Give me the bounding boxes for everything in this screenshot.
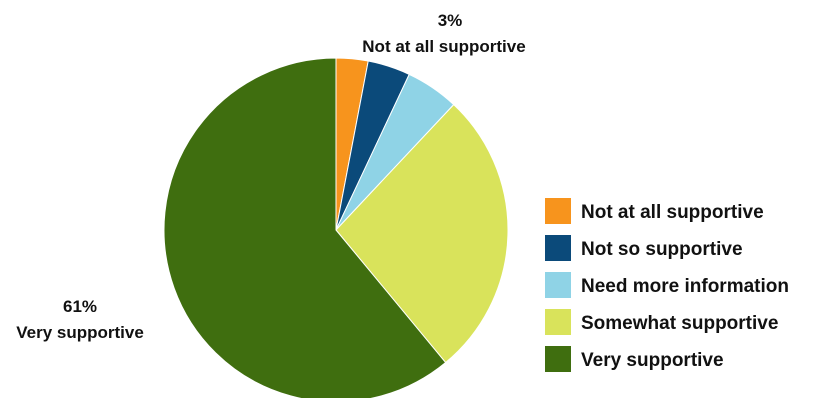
- legend-swatch: [545, 198, 571, 224]
- legend-swatch: [545, 309, 571, 335]
- legend-item-need-more-information: Need more information: [545, 272, 789, 298]
- legend-item-not-so-supportive: Not so supportive: [545, 235, 743, 261]
- legend-label: Very supportive: [581, 350, 724, 371]
- data-label-percent: 3%: [438, 11, 463, 30]
- legend-item-very-supportive: Very supportive: [545, 346, 724, 372]
- legend-swatch: [545, 346, 571, 372]
- pie-slice-somewhat-supportive: [335, 103, 509, 364]
- legend-swatch: [545, 235, 571, 261]
- legend: Not at all supportive Not so supportive Ne…: [545, 198, 789, 372]
- legend-item-somewhat-supportive: Somewhat supportive: [545, 309, 778, 335]
- data-label-percent: 61%: [63, 297, 97, 316]
- pie-slices: [163, 57, 509, 403]
- legend-item-not-at-all-supportive: Not at all supportive: [545, 198, 764, 224]
- data-label-text: Not at all supportive: [362, 37, 525, 56]
- data-label-text: Very supportive: [16, 323, 144, 342]
- legend-label: Not so supportive: [581, 239, 743, 260]
- data-label-very-supportive: 61% Very supportive: [16, 297, 144, 342]
- legend-swatch: [545, 272, 571, 298]
- legend-label: Somewhat supportive: [581, 313, 778, 334]
- data-label-not-at-all-supportive: 3% Not at all supportive: [362, 11, 525, 56]
- legend-label: Need more information: [581, 276, 789, 297]
- legend-label: Not at all supportive: [581, 202, 764, 223]
